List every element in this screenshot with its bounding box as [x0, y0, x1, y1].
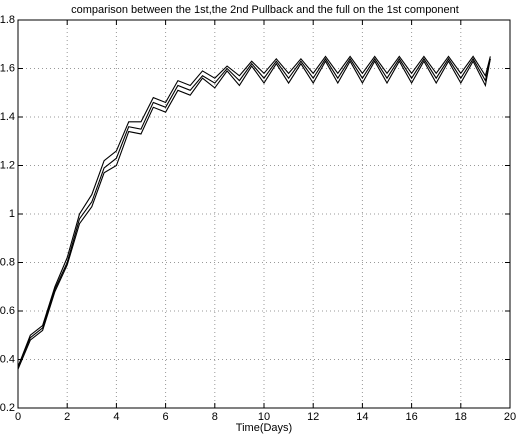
y-tick-label: 1.2 [0, 159, 15, 171]
y-tick-label: 1.8 [0, 14, 15, 26]
x-tick-label: 4 [113, 411, 119, 423]
x-tick-label: 12 [307, 411, 319, 423]
data-line [17, 55, 491, 367]
x-tick-label: 2 [64, 411, 70, 423]
chart-title: comparison between the 1st,the 2nd Pullb… [71, 4, 459, 16]
x-tick-label: 8 [212, 411, 218, 423]
x-tick-label: 20 [504, 411, 516, 423]
x-tick-label: 16 [405, 411, 417, 423]
y-tick-label: 0.6 [0, 305, 15, 317]
y-tick-label: 0.2 [0, 402, 15, 414]
x-tick-label: 18 [455, 411, 467, 423]
y-tick-label: 1.4 [0, 111, 15, 123]
y-tick-label: 1.6 [0, 62, 15, 74]
y-tick-label: 0.4 [0, 353, 15, 365]
x-tick-label: 10 [258, 411, 270, 423]
x-tick-label: 14 [356, 411, 368, 423]
plot-frame [17, 19, 511, 409]
x-tick-label: 0 [15, 411, 21, 423]
y-tick-label: 0.8 [0, 256, 15, 268]
data-line [17, 58, 491, 370]
x-tick-label: 6 [163, 411, 169, 423]
y-tick-label: 1 [9, 208, 15, 220]
x-axis-label: Time(Days) [236, 422, 292, 434]
data-line [17, 57, 491, 367]
